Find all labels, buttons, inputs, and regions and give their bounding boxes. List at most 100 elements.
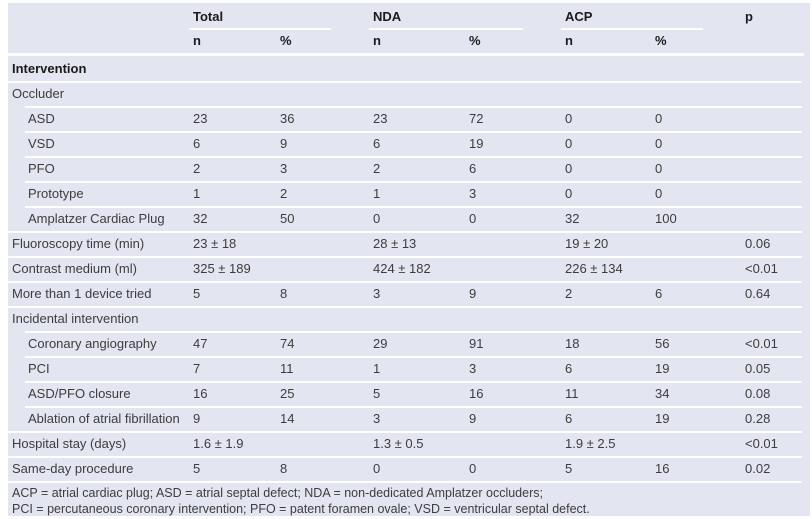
cell-nda-pct: 3	[469, 186, 477, 201]
column-group-total: Total	[189, 3, 369, 30]
table-row: Ablation of atrial fibrillation 9 14 3 9 6 19 0…	[8, 406, 810, 431]
cell-acp-pct	[651, 256, 741, 281]
cell-total-pct: 74	[280, 336, 295, 351]
cell-total-pct	[276, 256, 369, 281]
subheader-p-spacer	[741, 29, 810, 53]
cell-nda-pct	[465, 256, 561, 281]
subheader-total-pct: %	[280, 33, 292, 48]
column-group-label: ACP	[565, 9, 593, 24]
cell-total-pct: 36	[280, 111, 295, 126]
table-row: PFO 2 3 2 6 0 0	[8, 156, 810, 181]
cell-p: <0.01	[745, 436, 778, 451]
cell-nda-n	[369, 56, 465, 81]
subheader-acp-pct: %	[655, 33, 667, 48]
cell-nda-n: 3	[373, 286, 381, 301]
row-label: Hospital stay (days)	[12, 436, 127, 451]
cell-acp-pct: 16	[655, 461, 670, 476]
cell-total-pct	[276, 306, 369, 331]
row-label: ASD/PFO closure	[28, 386, 131, 401]
cell-nda-pct: 91	[469, 336, 484, 351]
row-label: VSD	[28, 136, 55, 151]
cell-acp-n: 18	[565, 336, 580, 351]
cell-total-pct	[276, 81, 369, 106]
cell-nda-n: 3	[373, 411, 381, 426]
cell-nda-n: 28 ± 13	[373, 236, 417, 251]
cell-total-n: 9	[193, 411, 201, 426]
subheader-nda-pct: %	[469, 33, 481, 48]
cell-nda-n: 29	[373, 336, 388, 351]
cell-nda-pct: 72	[469, 111, 484, 126]
cell-total-n	[189, 81, 276, 106]
row-label: Amplatzer Cardiac Plug	[28, 211, 165, 226]
cell-p	[741, 56, 810, 81]
cell-nda-pct	[465, 306, 561, 331]
table-row: ASD 23 36 23 72 0 0	[8, 106, 810, 131]
cell-acp-pct	[651, 431, 741, 456]
table-row: Incidental intervention	[8, 306, 810, 331]
cell-total-pct	[276, 231, 369, 256]
cell-total-n: 7	[193, 361, 201, 376]
cell-total-pct: 50	[280, 211, 295, 226]
cell-nda-pct: 6	[469, 161, 477, 176]
cell-acp-pct	[651, 306, 741, 331]
cell-acp-pct: 100	[655, 211, 677, 226]
header-separator	[8, 53, 804, 56]
cell-acp-n: 0	[565, 136, 573, 151]
cell-p: <0.01	[745, 336, 778, 351]
cell-acp-n: 6	[565, 411, 573, 426]
table-body: Intervention Occluder ASD 23 36 23 72 0 0 VSD 6 9 6 1…	[8, 56, 810, 481]
cell-nda-pct	[465, 231, 561, 256]
cell-total-pct	[276, 56, 369, 81]
cell-nda-n: 0	[373, 461, 381, 476]
cell-nda-n: 1	[373, 361, 381, 376]
cell-acp-n: 0	[565, 111, 573, 126]
subheader-nda-n: n	[373, 33, 381, 48]
cell-acp-n: 19 ± 20	[565, 236, 609, 251]
cell-nda-pct	[465, 431, 561, 456]
cell-nda-n	[369, 81, 465, 106]
cell-acp-pct: 0	[655, 136, 663, 151]
column-group-label: Total	[193, 9, 224, 24]
column-group-nda: NDA	[369, 3, 561, 30]
cell-total-n: 32	[193, 211, 208, 226]
cell-total-pct: 8	[280, 286, 288, 301]
cell-nda-n: 6	[373, 136, 381, 151]
cell-acp-n	[561, 56, 651, 81]
header-spacer	[8, 29, 189, 53]
cell-acp-n: 5	[565, 461, 573, 476]
cell-nda-pct: 0	[469, 461, 477, 476]
cell-acp-pct: 19	[655, 361, 670, 376]
cell-p	[741, 81, 810, 106]
footnote-line: ACP = atrial cardiac plug; ASD = atrial …	[12, 486, 543, 500]
stats-table: Total NDA ACP p n % n % n % Intervention…	[8, 3, 810, 516]
cell-nda-pct: 9	[469, 286, 477, 301]
column-group-acp: ACP	[561, 3, 741, 30]
cell-acp-n: 226 ± 134	[565, 261, 623, 276]
cell-acp-pct: 19	[655, 411, 670, 426]
cell-total-n: 16	[193, 386, 208, 401]
column-header-p: p	[745, 9, 753, 24]
cell-total-pct: 2	[280, 186, 288, 201]
cell-total-pct: 14	[280, 411, 295, 426]
table-row: ASD/PFO closure 16 25 5 16 11 34 0.08	[8, 381, 810, 406]
row-label: Coronary angiography	[28, 336, 157, 351]
subheader-acp-n: n	[565, 33, 573, 48]
cell-nda-pct: 0	[469, 211, 477, 226]
table-row: PCI 7 11 1 3 6 19 0.05	[8, 356, 810, 381]
row-label: Incidental intervention	[12, 311, 139, 326]
cell-p	[741, 181, 810, 206]
table-row: Occluder	[8, 81, 810, 106]
cell-p: 0.28	[745, 411, 771, 426]
cell-acp-pct: 34	[655, 386, 670, 401]
row-label: Intervention	[12, 61, 87, 76]
table-header-groups: Total NDA ACP p	[8, 3, 810, 30]
cell-total-pct	[276, 431, 369, 456]
cell-acp-pct: 0	[655, 161, 663, 176]
cell-acp-n: 6	[565, 361, 573, 376]
cell-acp-n: 2	[565, 286, 573, 301]
cell-total-pct: 9	[280, 136, 288, 151]
table-row: VSD 6 9 6 19 0 0	[8, 131, 810, 156]
table-row: Amplatzer Cardiac Plug 32 50 0 0 32 100	[8, 206, 810, 231]
cell-nda-n: 1.3 ± 0.5	[373, 436, 424, 451]
table-row: Intervention	[8, 56, 810, 81]
